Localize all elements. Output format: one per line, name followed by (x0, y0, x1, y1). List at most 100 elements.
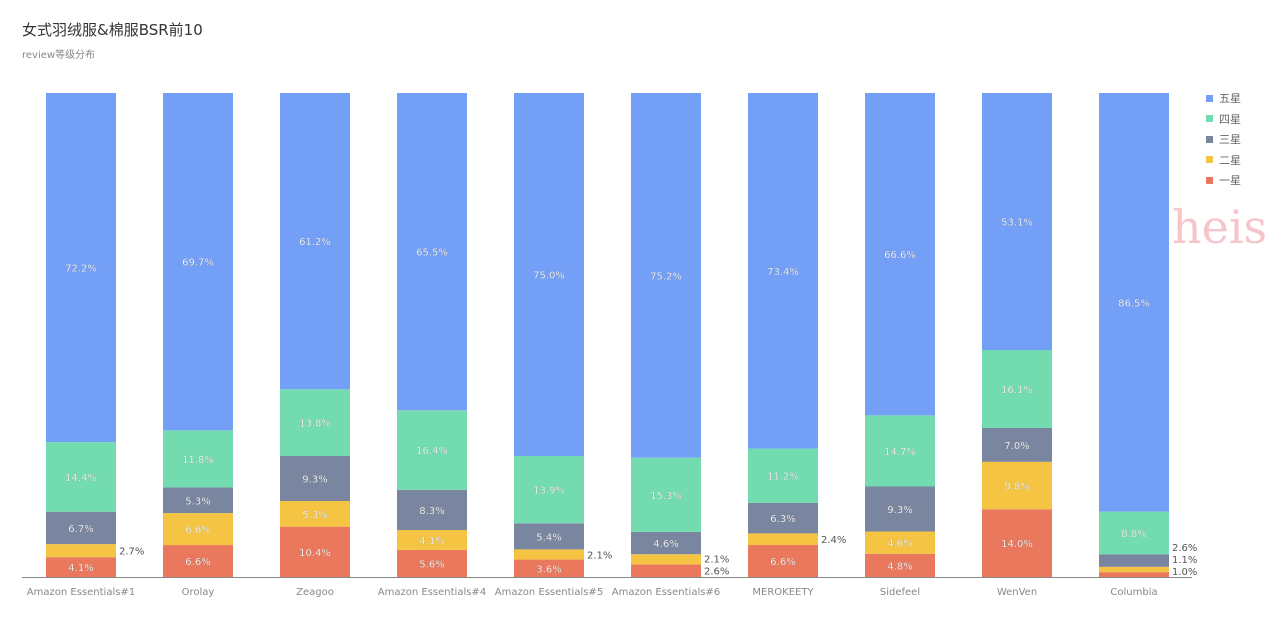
x-tick-label: Sidefeel (880, 587, 920, 598)
bar-segment[interactable] (865, 531, 935, 554)
data-label: 65.5% (416, 248, 448, 259)
bar-segment[interactable] (163, 513, 233, 546)
bar-segment[interactable] (280, 93, 350, 390)
bar-segment[interactable] (982, 427, 1052, 462)
bar-segment[interactable] (865, 553, 935, 577)
data-label: 3.6% (536, 564, 561, 575)
bar-segment[interactable] (397, 530, 467, 550)
bar-segment[interactable] (865, 93, 935, 416)
bar-segment[interactable] (163, 487, 233, 514)
bar-segment[interactable] (280, 526, 350, 577)
x-tick-label: Amazon Essentials#4 (378, 587, 486, 598)
bar-segment[interactable] (631, 457, 701, 532)
bar-segment[interactable] (865, 415, 935, 487)
bar-segment[interactable] (865, 486, 935, 532)
x-tick-label: Zeagoo (296, 587, 334, 598)
bar-segment[interactable] (280, 501, 350, 527)
legend-label: 四星 (1219, 112, 1241, 126)
data-label: 11.8% (182, 455, 214, 466)
x-tick-label: WenVen (997, 587, 1037, 598)
bar-segment[interactable] (982, 93, 1052, 351)
legend-item[interactable]: 三星 (1206, 129, 1241, 150)
legend-item[interactable]: 二星 (1206, 150, 1241, 171)
bar-segment[interactable] (397, 489, 467, 531)
bar-segment[interactable] (46, 93, 116, 443)
legend-swatch-icon (1206, 156, 1213, 164)
bar-segment[interactable] (748, 502, 818, 534)
data-label: 10.4% (299, 548, 331, 559)
bar-segment[interactable] (748, 533, 818, 546)
data-label: 11.2% (767, 472, 799, 483)
data-label: 13.9% (533, 486, 565, 497)
data-label: 13.8% (299, 419, 331, 430)
bar-segment[interactable] (280, 389, 350, 456)
bar-segment[interactable] (163, 430, 233, 488)
bar-segment[interactable] (397, 549, 467, 577)
data-label: 75.2% (650, 271, 682, 282)
bar-segment[interactable] (1099, 554, 1169, 567)
bar-segment[interactable] (1099, 511, 1169, 555)
bar-segment[interactable] (1099, 93, 1169, 512)
bar-segment[interactable] (748, 448, 818, 503)
data-label: 9.8% (1004, 482, 1029, 493)
data-label: 4.6% (653, 539, 678, 550)
legend-item[interactable]: 一星 (1206, 170, 1241, 191)
data-label: 2.7% (119, 547, 144, 558)
legend-label: 一星 (1219, 174, 1241, 188)
data-label: 6.6% (185, 557, 210, 568)
bar-segment[interactable] (514, 549, 584, 560)
bar-segment[interactable] (163, 545, 233, 577)
legend-item[interactable]: 五星 (1206, 88, 1241, 109)
data-label: 72.2% (65, 264, 97, 275)
bar-segment[interactable] (982, 461, 1052, 510)
data-label: 1.0% (1172, 567, 1197, 578)
bar-segment[interactable] (397, 410, 467, 490)
bar-segment[interactable] (163, 93, 233, 431)
bar-segment[interactable] (982, 509, 1052, 577)
data-label: 8.3% (419, 506, 444, 517)
data-label: 2.1% (704, 555, 729, 566)
bar-segment[interactable] (46, 511, 116, 545)
legend-label: 二星 (1219, 153, 1241, 167)
bar-segment[interactable] (748, 545, 818, 577)
data-label: 6.6% (770, 557, 795, 568)
data-label: 7.0% (1004, 441, 1029, 452)
bar-segment[interactable] (631, 531, 701, 555)
bar-segment[interactable] (748, 93, 818, 449)
legend-item[interactable]: 四星 (1206, 109, 1241, 130)
data-label: 14.4% (65, 473, 97, 484)
legend-label: 五星 (1219, 92, 1241, 106)
bar-segment[interactable] (397, 93, 467, 411)
legend: 五星四星三星二星一星 (1206, 88, 1241, 191)
bar-segment[interactable] (982, 350, 1052, 428)
bar-segment[interactable] (514, 523, 584, 550)
data-label: 86.5% (1118, 298, 1150, 309)
bar-segment[interactable] (46, 544, 116, 558)
bar-segment[interactable] (514, 456, 584, 524)
x-tick-label: Amazon Essentials#5 (495, 587, 603, 598)
bar-segment[interactable] (631, 554, 701, 565)
data-label: 6.7% (68, 524, 93, 535)
legend-label: 三星 (1219, 133, 1241, 147)
legend-swatch-icon (1206, 94, 1213, 102)
x-tick-label: Amazon Essentials#6 (612, 587, 720, 598)
bar-segment[interactable] (280, 456, 350, 502)
bar-segment[interactable] (631, 564, 701, 577)
data-label: 15.3% (650, 491, 682, 502)
bar-segment[interactable] (1099, 572, 1169, 577)
bar-segment[interactable] (514, 93, 584, 456)
data-label: 1.1% (1172, 555, 1197, 566)
data-label: 16.4% (416, 446, 448, 457)
data-label: 66.6% (884, 250, 916, 261)
bar-segment[interactable] (514, 559, 584, 577)
bar-segment[interactable] (631, 93, 701, 458)
data-label: 2.6% (1172, 543, 1197, 554)
bar-segment[interactable] (1099, 566, 1169, 573)
data-label: 14.7% (884, 447, 916, 458)
data-label: 9.3% (887, 505, 912, 516)
bar-segment[interactable] (46, 442, 116, 512)
bar-segment[interactable] (46, 557, 116, 577)
data-label: 6.6% (185, 525, 210, 536)
